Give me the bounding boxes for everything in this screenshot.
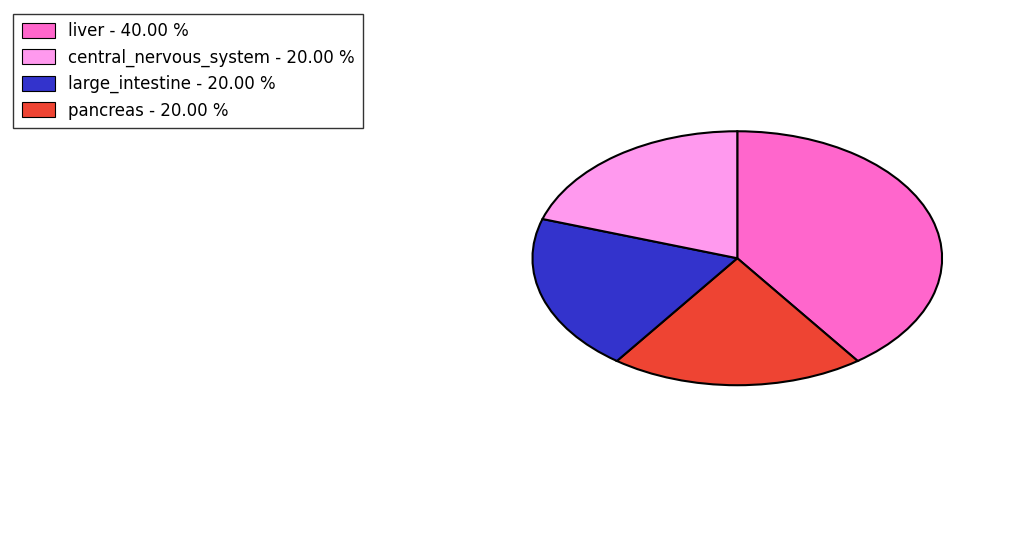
Wedge shape [737, 131, 942, 361]
Wedge shape [543, 131, 737, 258]
Wedge shape [532, 219, 737, 361]
Legend: liver - 40.00 %, central_nervous_system - 20.00 %, large_intestine - 20.00 %, pa: liver - 40.00 %, central_nervous_system … [13, 13, 364, 128]
Wedge shape [616, 258, 858, 385]
